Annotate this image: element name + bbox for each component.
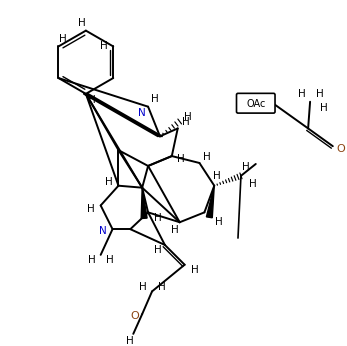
- Text: H: H: [87, 204, 95, 215]
- Text: N: N: [99, 226, 107, 236]
- Text: H: H: [215, 217, 223, 227]
- Text: O: O: [130, 311, 139, 321]
- Text: H: H: [88, 95, 96, 105]
- Text: H: H: [105, 177, 112, 187]
- Polygon shape: [141, 188, 147, 218]
- Text: H: H: [78, 18, 86, 28]
- Text: H: H: [139, 282, 147, 292]
- Text: H: H: [154, 245, 162, 255]
- Text: H: H: [171, 225, 179, 235]
- Text: H: H: [320, 103, 328, 113]
- Text: H: H: [154, 213, 162, 223]
- Text: H: H: [249, 179, 257, 189]
- Text: H: H: [101, 42, 108, 52]
- Text: H: H: [213, 171, 221, 181]
- Text: O: O: [336, 144, 345, 154]
- Text: N: N: [138, 108, 146, 118]
- Text: H: H: [177, 154, 185, 164]
- Text: H: H: [158, 282, 166, 292]
- Text: OAc: OAc: [246, 99, 265, 109]
- Text: H: H: [191, 265, 198, 275]
- Text: H: H: [242, 162, 250, 172]
- Text: H: H: [182, 118, 189, 127]
- Text: H: H: [126, 336, 134, 346]
- Text: H: H: [151, 94, 159, 104]
- Polygon shape: [206, 186, 214, 218]
- Text: H: H: [59, 34, 66, 44]
- Text: H: H: [184, 111, 192, 121]
- Text: H: H: [88, 255, 96, 265]
- Text: H: H: [106, 255, 113, 265]
- Text: H: H: [203, 152, 211, 162]
- Text: H: H: [298, 89, 306, 99]
- Text: H: H: [316, 89, 324, 99]
- FancyBboxPatch shape: [237, 93, 275, 113]
